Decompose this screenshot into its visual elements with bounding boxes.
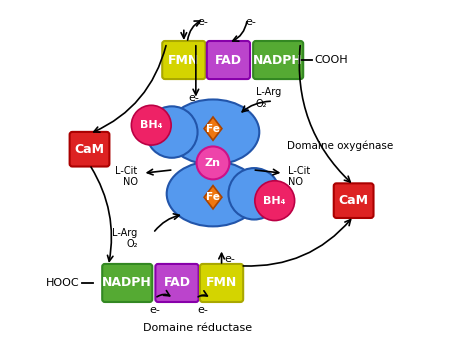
- Text: e-: e-: [149, 305, 160, 316]
- Circle shape: [197, 146, 230, 179]
- Text: L-Arg
O₂: L-Arg O₂: [112, 228, 138, 249]
- Text: e-: e-: [197, 17, 208, 27]
- Text: COOH: COOH: [314, 55, 348, 65]
- Text: BH₄: BH₄: [140, 120, 162, 130]
- FancyBboxPatch shape: [334, 183, 373, 218]
- FancyBboxPatch shape: [102, 264, 152, 302]
- Ellipse shape: [166, 161, 259, 226]
- Text: e-: e-: [189, 93, 199, 103]
- Text: CaM: CaM: [75, 143, 104, 156]
- Text: CaM: CaM: [339, 194, 369, 207]
- Text: Zn: Zn: [205, 158, 221, 168]
- FancyBboxPatch shape: [155, 264, 198, 302]
- Text: FAD: FAD: [215, 54, 242, 67]
- Text: FMN: FMN: [206, 276, 237, 289]
- Ellipse shape: [166, 99, 259, 165]
- FancyBboxPatch shape: [207, 41, 250, 79]
- Text: e-: e-: [245, 17, 256, 27]
- Text: FAD: FAD: [163, 276, 190, 289]
- Text: L-Cit
NO: L-Cit NO: [288, 166, 310, 187]
- Polygon shape: [204, 117, 222, 140]
- Circle shape: [255, 181, 295, 221]
- Text: HOOC: HOOC: [45, 278, 79, 288]
- Text: NADPH: NADPH: [102, 276, 152, 289]
- FancyBboxPatch shape: [162, 41, 206, 79]
- Text: Fe: Fe: [206, 192, 220, 202]
- Ellipse shape: [146, 106, 198, 158]
- Text: FMN: FMN: [168, 54, 199, 67]
- Text: e-: e-: [197, 305, 208, 316]
- Text: NADPH: NADPH: [253, 54, 303, 67]
- Text: L-Cit
NO: L-Cit NO: [115, 166, 138, 187]
- Circle shape: [131, 105, 171, 145]
- Text: L-Arg
O₂: L-Arg O₂: [256, 87, 281, 108]
- Text: BH₄: BH₄: [264, 196, 286, 206]
- FancyBboxPatch shape: [70, 132, 109, 167]
- Polygon shape: [204, 186, 222, 209]
- Ellipse shape: [229, 168, 280, 220]
- FancyBboxPatch shape: [253, 41, 303, 79]
- Text: Fe: Fe: [206, 123, 220, 134]
- FancyBboxPatch shape: [200, 264, 243, 302]
- Text: Domaine oxygénase: Domaine oxygénase: [287, 141, 393, 151]
- Text: Domaine réductase: Domaine réductase: [143, 322, 252, 333]
- Text: e-: e-: [225, 254, 236, 264]
